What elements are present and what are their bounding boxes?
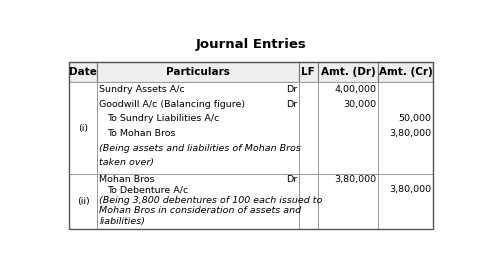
Text: Amt. (Dr): Amt. (Dr)	[320, 67, 375, 77]
Bar	[69, 82, 98, 174]
Bar	[378, 82, 434, 174]
Bar	[318, 82, 378, 174]
Text: liabilities): liabilities)	[99, 217, 145, 226]
Text: Date: Date	[69, 67, 97, 77]
Bar	[298, 62, 318, 82]
Text: (ii): (ii)	[77, 197, 90, 206]
Text: To Mohan Bros: To Mohan Bros	[107, 129, 175, 138]
Text: 4,00,000: 4,00,000	[334, 85, 376, 94]
Bar	[98, 82, 298, 174]
Text: taken over): taken over)	[99, 158, 154, 167]
Bar	[69, 62, 434, 229]
Text: Goodwill A/c (Balancing figure): Goodwill A/c (Balancing figure)	[99, 100, 245, 109]
Text: Amt. (Cr): Amt. (Cr)	[379, 67, 433, 77]
Text: 3,80,000: 3,80,000	[334, 175, 376, 184]
Bar	[378, 62, 434, 82]
Text: (i): (i)	[78, 124, 88, 133]
Text: 3,80,000: 3,80,000	[389, 129, 431, 138]
Bar	[298, 174, 318, 229]
Text: LF: LF	[301, 67, 315, 77]
Bar	[378, 174, 434, 229]
Text: (Being 3,800 debentures of 100 each issued to: (Being 3,800 debentures of 100 each issu…	[99, 196, 322, 205]
Text: (Being assets and liabilities of Mohan Bros: (Being assets and liabilities of Mohan B…	[99, 144, 301, 153]
Text: Journal Entries: Journal Entries	[196, 38, 307, 51]
Bar	[298, 82, 318, 174]
Bar	[318, 62, 378, 82]
Text: Dr: Dr	[286, 100, 297, 109]
Bar	[69, 174, 98, 229]
Text: 3,80,000: 3,80,000	[389, 185, 431, 194]
Text: To Debenture A/c: To Debenture A/c	[107, 185, 188, 194]
Text: 50,000: 50,000	[398, 114, 431, 123]
Bar	[98, 174, 298, 229]
Text: Particulars: Particulars	[166, 67, 230, 77]
Text: Dr: Dr	[286, 175, 297, 184]
Bar	[98, 62, 298, 82]
Bar	[318, 174, 378, 229]
Text: Dr: Dr	[286, 85, 297, 94]
Text: 30,000: 30,000	[343, 100, 376, 109]
Text: Mohan Bros in consideration of assets and: Mohan Bros in consideration of assets an…	[99, 206, 301, 215]
Text: Sundry Assets A/c: Sundry Assets A/c	[99, 85, 185, 94]
Text: To Sundry Liabilities A/c: To Sundry Liabilities A/c	[107, 114, 219, 123]
Bar	[69, 62, 98, 82]
Text: Mohan Bros: Mohan Bros	[99, 175, 155, 184]
